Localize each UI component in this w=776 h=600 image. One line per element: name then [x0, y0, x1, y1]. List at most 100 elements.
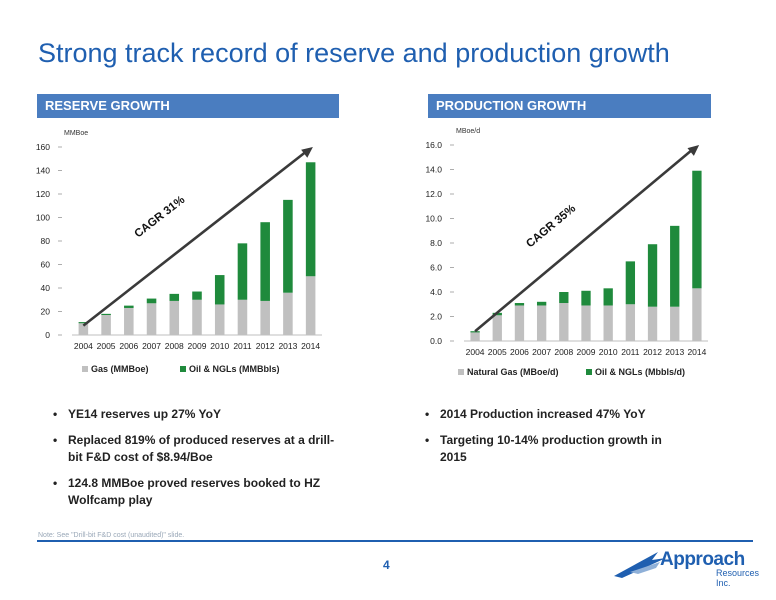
bar-gas-2006: [514, 305, 525, 341]
legend-label: Oil & NGLs (Mbbls/d): [595, 367, 685, 377]
x-tick-label: 2011: [233, 341, 252, 351]
y-tick-label: 0: [45, 330, 50, 340]
bar-gas-2006: [124, 307, 134, 335]
bullet-item: Replaced 819% of produced reserves at a …: [48, 432, 348, 466]
legend-swatch: [82, 366, 88, 372]
footnote: Note: See "Drill-bit F&D cost (unaudited…: [38, 532, 185, 539]
production-bullets: 2014 Production increased 47% YoY Target…: [420, 406, 690, 475]
bar-gas-2007: [536, 305, 547, 341]
x-tick-label: 2009: [577, 347, 596, 357]
y-tick-label: 60: [41, 260, 51, 270]
bar-oil-2007: [536, 301, 547, 306]
x-tick-label: 2014: [687, 347, 706, 357]
bar-oil-2014: [305, 162, 316, 277]
page-title: Strong track record of reserve and produ…: [38, 38, 670, 68]
bar-oil-2009: [192, 291, 202, 300]
y-tick-label: 2.0: [430, 312, 442, 322]
y-tick-label: 16.0: [425, 140, 442, 150]
bar-gas-2008: [559, 303, 569, 341]
bar-oil-2006: [514, 303, 525, 306]
bar-oil-2009: [581, 290, 591, 306]
bar-oil-2012: [647, 244, 658, 307]
bar-gas-2005: [101, 315, 111, 335]
bar-oil-2005: [101, 313, 111, 316]
bullet-item: YE14 reserves up 27% YoY: [48, 406, 348, 423]
y-tick-label: 10.0: [425, 214, 442, 224]
y-tick-label: 80: [41, 236, 51, 246]
y-tick-label: 12.0: [425, 189, 442, 199]
bar-oil-2013: [283, 199, 293, 293]
bar-gas-2007: [146, 303, 157, 335]
bar-oil-2006: [124, 305, 134, 308]
bar-gas-2014: [692, 288, 702, 341]
reserve-growth-header: RESERVE GROWTH: [37, 94, 339, 118]
bar-gas-2012: [647, 306, 658, 341]
bar-gas-2009: [581, 305, 591, 341]
y-tick-label: 8.0: [430, 238, 442, 248]
x-tick-label: 2005: [488, 347, 507, 357]
cagr-annotation: CAGR 31%: [132, 194, 187, 240]
y-tick-label: 40: [41, 283, 51, 293]
production-growth-chart: MBoe/d 0.0 2.0 4.0 6.0 8.0 10.0 12.0 14.0 16.0 200…: [425, 128, 708, 377]
x-tick-label: 2011: [621, 347, 640, 357]
bullet-item: 2014 Production increased 47% YoY: [420, 406, 690, 423]
y-axis-label: MMBoe: [64, 130, 88, 137]
approach-logo-icon: [614, 552, 666, 578]
trend-arrow-line: [474, 148, 694, 333]
bar-oil-2011: [625, 261, 636, 305]
y-tick-label: 140: [36, 166, 50, 176]
bar-gas-2005: [492, 315, 502, 341]
bar-oil-2012: [260, 222, 270, 301]
bar-oil-2008: [169, 293, 180, 301]
bar-oil-2013: [670, 225, 680, 307]
y-axis-label: MBoe/d: [456, 128, 480, 135]
logo-wordmark: Approach: [660, 549, 745, 570]
bar-gas-2008: [169, 300, 180, 335]
y-tick-label: 120: [36, 189, 50, 199]
bar-gas-2011: [625, 304, 636, 341]
bar-oil-2011: [237, 243, 248, 300]
logo-subtitle: Resources Inc.: [716, 568, 760, 588]
cagr-annotation: CAGR 35%: [524, 203, 578, 251]
legend-swatch: [458, 369, 464, 375]
x-tick-label: 2009: [188, 341, 207, 351]
bullet-item: Targeting 10-14% production growth in 20…: [420, 432, 690, 466]
y-tick-label: 6.0: [430, 263, 442, 273]
bar-oil-2008: [559, 292, 569, 304]
x-tick-label: 2007: [142, 341, 161, 351]
reserve-growth-chart: MMBoe 0 20 40 60 80 100 120 140 160 2004 2005 2006 20…: [36, 130, 322, 374]
bar-gas-2004: [470, 332, 480, 341]
x-tick-label: 2008: [165, 341, 184, 351]
bar-gas-2013: [670, 306, 680, 341]
x-tick-label: 2005: [97, 341, 116, 351]
x-tick-label: 2006: [510, 347, 529, 357]
bar-gas-2011: [237, 299, 248, 335]
legend-label: Oil & NGLs (MMBbls): [189, 364, 280, 374]
x-tick-label: 2013: [278, 341, 297, 351]
y-tick-label: 14.0: [425, 165, 442, 175]
reserve-bullets: YE14 reserves up 27% YoY Replaced 819% o…: [48, 406, 348, 518]
bar-oil-2004: [78, 322, 89, 324]
footer-divider: [37, 540, 753, 542]
bar-gas-2010: [603, 305, 613, 341]
bar-oil-2007: [146, 298, 157, 304]
production-growth-header: PRODUCTION GROWTH: [428, 94, 711, 118]
bullet-item: 124.8 MMBoe proved reserves booked to HZ…: [48, 475, 348, 509]
x-tick-label: 2004: [466, 347, 485, 357]
x-tick-label: 2014: [301, 341, 320, 351]
x-tick-label: 2004: [74, 341, 93, 351]
y-tick-label: 160: [36, 142, 50, 152]
bar-gas-2012: [260, 300, 270, 335]
x-tick-label: 2012: [256, 341, 275, 351]
trend-arrow-line: [82, 149, 308, 327]
legend-swatch: [586, 369, 592, 375]
y-tick-label: 100: [36, 213, 50, 223]
y-tick-label: 20: [41, 307, 51, 317]
legend-label: Gas (MMBoe): [91, 364, 149, 374]
bar-oil-2010: [603, 288, 613, 306]
bar-gas-2013: [283, 292, 293, 335]
y-tick-label: 0.0: [430, 336, 442, 346]
x-tick-label: 2012: [643, 347, 662, 357]
x-tick-label: 2008: [554, 347, 573, 357]
x-tick-label: 2010: [599, 347, 618, 357]
